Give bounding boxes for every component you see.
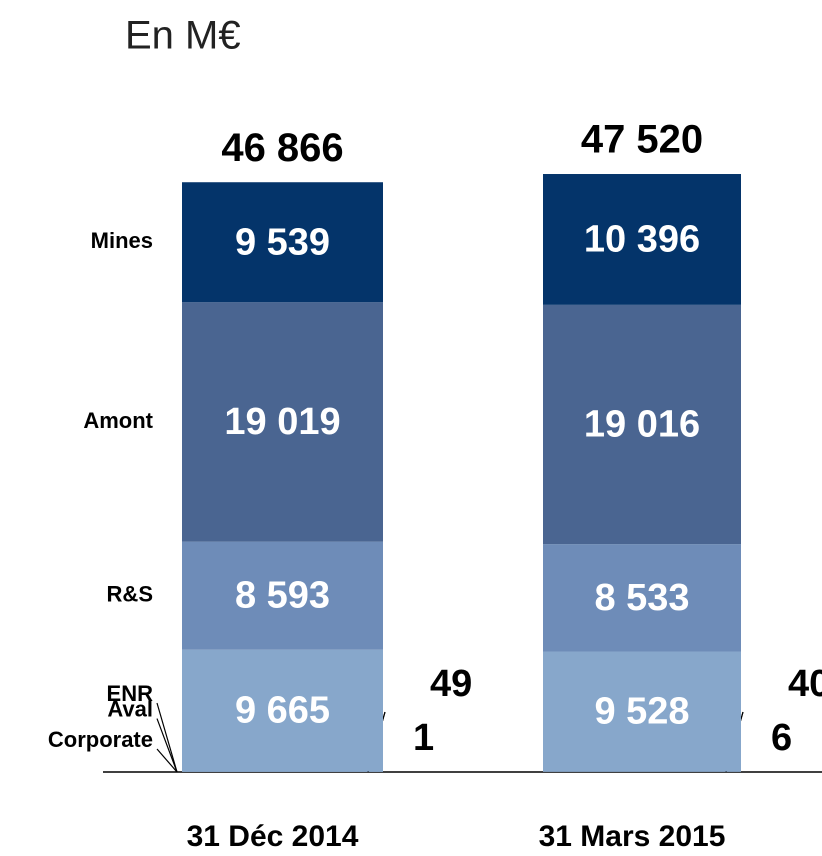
bar-segment (543, 544, 741, 652)
x-tick-label: 31 Mars 2015 (539, 820, 726, 853)
segment-label: 40 (788, 663, 822, 705)
segment-label: 9 665 (235, 690, 330, 732)
series-name: Corporate (48, 727, 153, 752)
bar-segment (182, 649, 383, 772)
series-name: R&S (107, 581, 153, 606)
leader-line (156, 718, 178, 773)
series-name: Mines (91, 228, 153, 253)
bar-segment (182, 541, 383, 650)
x-tick-label: 31 Déc 2014 (187, 820, 359, 853)
segment-label: 6 (771, 717, 792, 759)
chart-title: En M€ (125, 14, 241, 58)
leader-line (156, 702, 178, 773)
bar-segment (182, 302, 383, 542)
segment-label: 49 (430, 663, 472, 705)
segment-label: 9 539 (235, 221, 330, 263)
segment-label: 8 533 (594, 577, 689, 619)
total-label: 46 866 (221, 126, 343, 170)
series-name: Amont (83, 408, 153, 433)
segment-label: 19 019 (224, 401, 340, 443)
segment-label: 8 593 (235, 575, 330, 617)
bar-segment (543, 304, 741, 545)
segment-label: 1 (413, 717, 434, 759)
bar-segment (543, 651, 741, 772)
segment-label: 9 528 (594, 691, 689, 733)
total-label: 47 520 (581, 118, 703, 162)
series-name: Aval (107, 696, 153, 721)
segment-label: 19 016 (584, 404, 700, 446)
segment-label: 10 396 (584, 218, 700, 260)
leader-line (156, 748, 178, 773)
bar-segment (182, 182, 383, 303)
series-name: ENR (107, 681, 154, 706)
bar-segment (543, 174, 741, 305)
bar-segment (543, 771, 741, 772)
bar-segment (182, 771, 383, 772)
